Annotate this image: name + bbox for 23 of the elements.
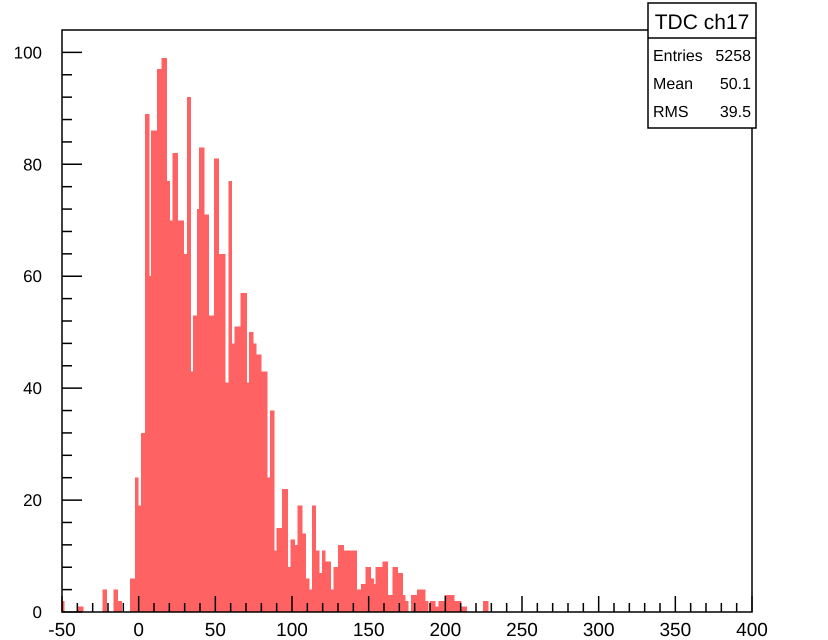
y-tick-label: 40 [23, 379, 42, 398]
annotation: 39.5 [720, 104, 752, 121]
y-tick-label: 100 [14, 43, 42, 62]
annotation: RMS [653, 104, 689, 121]
y-tick-label: 20 [23, 491, 42, 510]
annotation: Mean [653, 76, 694, 93]
y-tick-label: 80 [23, 155, 42, 174]
y-tick-label: 0 [32, 602, 42, 622]
x-tick-label: -50 [48, 620, 76, 640]
y-tick-label: 60 [23, 267, 42, 286]
x-tick-label: 0 [133, 620, 144, 640]
x-tick-label: 250 [506, 620, 538, 640]
x-tick-label: 350 [659, 620, 692, 640]
annotation: 5258 [715, 48, 752, 65]
x-tick-label: 100 [276, 620, 308, 640]
x-tick-label: 300 [582, 620, 615, 640]
x-tick-label: 400 [736, 620, 768, 640]
x-tick-label: 200 [429, 620, 462, 640]
chart-title: TDC ch17 [654, 11, 750, 34]
annotation: 50.1 [720, 76, 752, 93]
annotation: Entries [653, 48, 703, 65]
x-tick-label: 150 [352, 620, 385, 640]
x-tick-label: 50 [204, 620, 226, 640]
